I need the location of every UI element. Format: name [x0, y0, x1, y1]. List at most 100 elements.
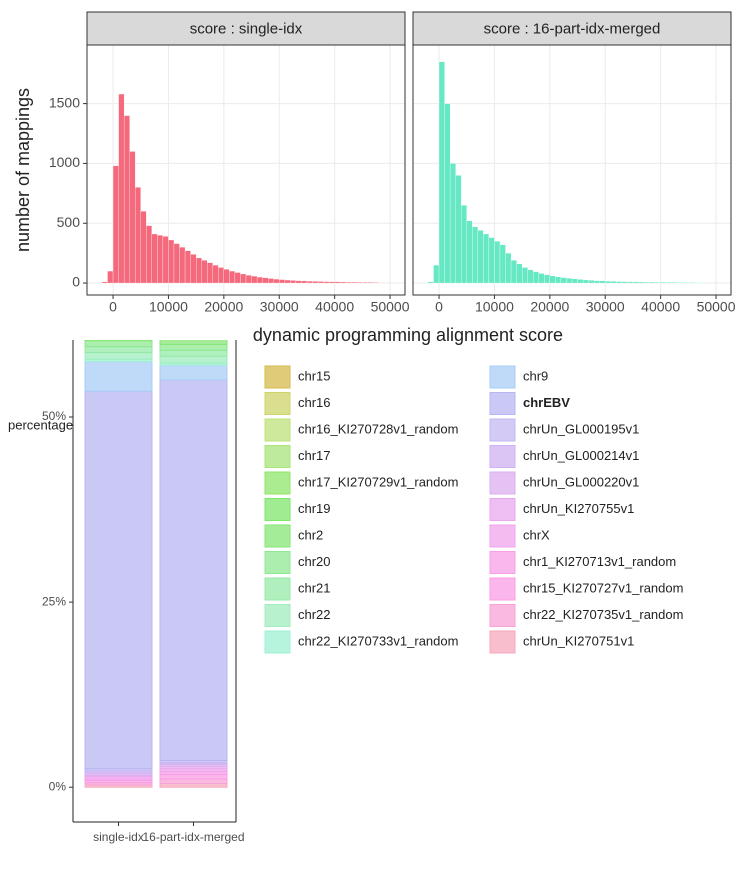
histogram-bar [317, 281, 324, 284]
facet-strip [412, 11, 732, 46]
histogram-bar [240, 273, 247, 284]
bar-segment [159, 778, 228, 784]
histogram-bar [146, 225, 152, 284]
histogram-bar [201, 260, 208, 284]
y-tick-label: 25% [42, 594, 66, 608]
histogram-bar [168, 239, 175, 284]
x-tick-label: 20000 [530, 299, 569, 315]
legend-key [489, 630, 516, 654]
x-tick-label: 30000 [586, 299, 625, 315]
legend-label: chr22_KI270735v1_random [523, 607, 683, 622]
legend-label: chr17_KI270729v1_random [298, 474, 458, 489]
histogram-bar [190, 254, 197, 284]
histogram-bar [521, 267, 528, 284]
histogram-bar [555, 276, 562, 284]
bar-segment [85, 313, 152, 320]
bar-segment [159, 364, 228, 381]
legend-label: chr22_KI270733v1_random [298, 633, 458, 648]
legend-key [489, 365, 516, 389]
legend-key [489, 524, 516, 548]
histogram-bar [123, 115, 130, 284]
x-tick-label: 50000 [371, 299, 410, 315]
histogram-bar [207, 262, 213, 284]
histogram-bar [499, 244, 506, 284]
histogram-bar [588, 280, 595, 284]
histogram-bar [660, 282, 667, 284]
legend-label: chrUn_KI270755v1 [523, 501, 634, 516]
histogram-bar [582, 279, 589, 284]
legend-key [489, 577, 516, 601]
legend-label: chr16_KI270728v1_random [298, 421, 458, 436]
histogram-bar [516, 263, 523, 284]
histogram-bar [688, 282, 695, 284]
bar-segment [84, 340, 153, 342]
histogram-bar [433, 264, 440, 284]
bar-segment [84, 352, 153, 360]
histogram-bar [544, 274, 550, 284]
histogram-bar [229, 270, 236, 284]
histogram-bar [472, 226, 478, 284]
histogram-bar [256, 276, 263, 284]
histogram-bar [179, 247, 186, 284]
histogram-bar [649, 281, 656, 284]
histogram-bar [488, 237, 495, 284]
histogram-bar [173, 243, 180, 284]
histogram-bar [301, 280, 308, 284]
bar-segment [85, 322, 152, 329]
histogram-bar [599, 280, 606, 284]
legend-key [264, 551, 291, 574]
histogram-bar [334, 281, 341, 284]
legend-label: chr19 [298, 501, 331, 516]
histogram-bar [566, 278, 573, 284]
bar-segment [159, 340, 228, 345]
x-tick-label: 10000 [475, 299, 514, 315]
histogram-bar [223, 269, 230, 284]
histogram-bar [284, 279, 291, 284]
bar-segment [84, 360, 153, 392]
x-tick-label: 10000 [149, 299, 188, 315]
histogram-bar [466, 220, 473, 284]
histogram-bar [345, 281, 352, 284]
legend-key [264, 471, 291, 495]
x-axis-title: dynamic programming alignment score [253, 325, 563, 345]
histogram-bar [107, 270, 114, 284]
y-tick-label: 0 [72, 274, 80, 290]
legend-label: chrX [523, 527, 550, 542]
y-tick-label: 500 [57, 214, 81, 230]
bar-segment [160, 324, 227, 326]
histogram-bar [245, 274, 252, 284]
histogram-bar [627, 281, 634, 284]
histogram-bar [279, 279, 285, 284]
legend-label: chrUn_GL000195v1 [523, 421, 639, 436]
histogram-bar [151, 233, 158, 284]
histogram-bar [671, 282, 678, 284]
x-tick-label: 40000 [641, 299, 680, 315]
histogram-bar [505, 252, 512, 284]
histogram-bar [218, 267, 224, 284]
legend-key [264, 630, 291, 654]
histogram-bar [323, 281, 330, 284]
bar-segment [160, 326, 227, 333]
histogram-bar [682, 282, 689, 284]
histogram-bar [362, 282, 369, 284]
legend-key [264, 392, 291, 415]
histogram-bar [427, 281, 434, 284]
bar-segment [159, 355, 228, 364]
x-tick-label: 16-part-idx-merged [142, 830, 244, 844]
histogram-bar [356, 282, 363, 284]
legend-key [264, 604, 291, 627]
histogram-bar [373, 282, 380, 284]
legend-label: chr22 [298, 607, 331, 622]
x-tick-label: 50000 [697, 299, 736, 315]
legend-key [489, 551, 516, 574]
bar-segment [159, 774, 228, 780]
histogram-bar [262, 277, 269, 284]
y-tick-label: 1500 [49, 94, 80, 110]
legend-key [264, 577, 291, 601]
panel-border [86, 44, 406, 296]
legend-key [489, 498, 516, 521]
x-tick-label: 40000 [315, 299, 354, 315]
legend-label: chr17 [298, 448, 331, 463]
